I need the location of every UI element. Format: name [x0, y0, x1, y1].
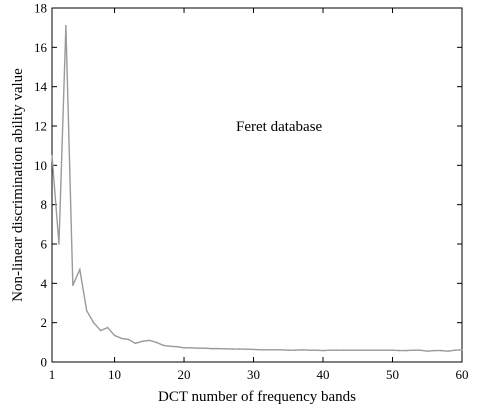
data-point [440, 349, 442, 352]
data-point [350, 349, 352, 352]
data-point [384, 349, 387, 352]
data-point [72, 284, 74, 287]
x-tick-label: 60 [456, 367, 469, 382]
data-point [433, 349, 436, 352]
data-point [461, 349, 463, 351]
y-axis-label: Non-linear discrimination ability value [10, 68, 26, 302]
chart-annotation: Feret database [236, 119, 323, 135]
data-point [308, 349, 310, 352]
data-point [252, 348, 255, 351]
data-point [329, 349, 331, 352]
data-point [141, 340, 144, 343]
data-point [65, 24, 67, 27]
y-tick-label: 4 [41, 276, 48, 291]
data-point [113, 334, 116, 337]
data-point [197, 347, 199, 350]
data-point [224, 348, 227, 350]
data-point [454, 349, 456, 352]
y-tick-label: 18 [34, 1, 47, 16]
data-point [370, 349, 373, 352]
data-point [377, 349, 380, 352]
data-point [280, 349, 283, 351]
data-point [85, 310, 88, 312]
data-point [169, 345, 171, 348]
data-point [92, 321, 95, 324]
data-point [183, 347, 185, 349]
data-point [447, 350, 449, 352]
data-point [238, 348, 241, 350]
data-point [162, 344, 164, 347]
series-line [51, 25, 463, 352]
data-point [273, 349, 276, 351]
y-tick-label: 14 [34, 79, 48, 94]
data-point [356, 349, 359, 352]
data-point [398, 349, 401, 352]
y-tick-label: 6 [41, 237, 48, 252]
data-point [134, 342, 137, 345]
data-point [217, 347, 220, 350]
data-point [294, 349, 297, 352]
data-points [51, 24, 463, 352]
data-point [106, 326, 109, 329]
y-tick-label: 0 [41, 355, 48, 370]
data-point [231, 348, 234, 350]
data-point [190, 347, 192, 349]
data-point [343, 349, 345, 352]
data-point [79, 268, 81, 271]
x-tick-label: 30 [247, 367, 260, 382]
y-tick-label: 16 [34, 40, 48, 55]
data-point [245, 348, 248, 351]
data-point [120, 337, 123, 340]
tick-labels: 1 10 20 30 40 50 60 0 2 4 6 8 10 12 14 16 18 [34, 1, 469, 383]
data-point [391, 349, 394, 352]
y-tick-label: 2 [41, 315, 48, 330]
data-point [315, 349, 317, 352]
data-point [405, 349, 408, 352]
data-point [336, 349, 338, 352]
data-point [176, 345, 178, 348]
y-tick-label: 10 [34, 158, 47, 173]
data-point [419, 349, 422, 352]
data-point [412, 349, 415, 352]
x-tick-label: 40 [317, 367, 330, 382]
data-point [363, 349, 366, 352]
data-point [155, 341, 158, 344]
x-axis-label: DCT number of frequency bands [158, 389, 356, 405]
data-point [259, 349, 262, 351]
plot-area [51, 7, 463, 363]
y-tick-label: 12 [34, 119, 47, 134]
data-point [51, 154, 53, 157]
data-point [287, 349, 290, 352]
data-point [148, 339, 151, 342]
data-point [204, 347, 206, 350]
data-point [322, 349, 324, 352]
data-point [266, 349, 269, 351]
x-tick-label: 10 [108, 367, 121, 382]
data-point [211, 347, 213, 350]
data-point [99, 329, 102, 332]
data-point [58, 243, 60, 245]
data-point [426, 350, 429, 352]
x-tick-label: 50 [386, 367, 399, 382]
x-tick-label: 20 [178, 367, 191, 382]
data-point [127, 338, 130, 341]
data-point [301, 349, 303, 351]
y-tick-label: 8 [41, 197, 48, 212]
x-tick-label: 1 [49, 367, 56, 382]
